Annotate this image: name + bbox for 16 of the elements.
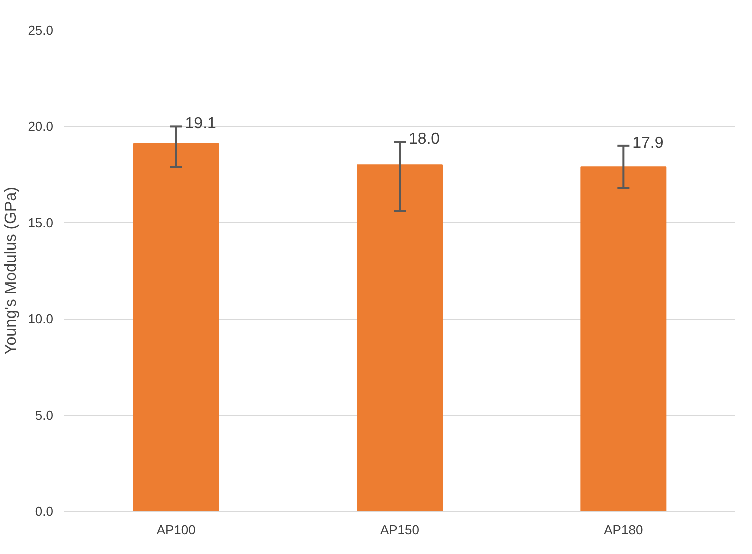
y-tick-label: 20.0 [28,119,54,134]
y-tick-label: 15.0 [28,215,54,230]
data-label: 17.9 [632,134,664,152]
y-tick-label: 5.0 [35,408,54,423]
data-label: 19.1 [185,116,217,133]
y-tick-label: 25.0 [28,23,54,38]
y-tick-label: 0.0 [35,504,54,519]
y-axis-title: Young's Modulus (GPa) [3,187,20,355]
x-tick-label: AP150 [380,522,420,538]
x-tick-label: AP180 [604,522,644,538]
data-label: 18.0 [408,131,440,148]
bar [357,164,443,512]
bar [133,144,220,512]
bar [580,166,667,512]
x-tick-label: AP100 [156,522,196,538]
y-tick-label: 10.0 [28,312,54,327]
